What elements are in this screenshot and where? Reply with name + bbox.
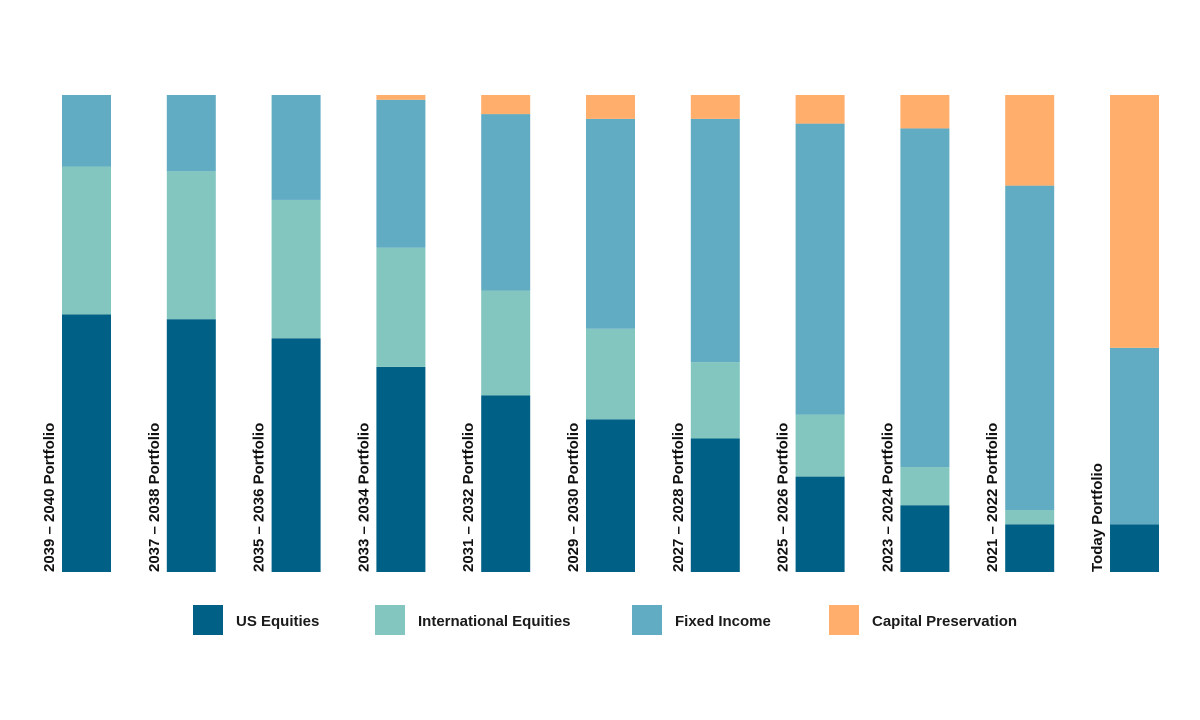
bars-group xyxy=(62,95,1159,572)
legend-label-capital-preservation: Capital Preservation xyxy=(872,613,1017,630)
category-label-10: 2021 – 2022 Portfolio xyxy=(984,423,1001,572)
category-label-8: 2025 – 2026 Portfolio xyxy=(775,423,792,572)
bar-segment-us-equities-3 xyxy=(271,338,321,572)
category-label-5: 2031 – 2032 Portfolio xyxy=(460,423,477,572)
category-label-4: 2033 – 2034 Portfolio xyxy=(355,423,372,572)
bar-segment-fixed-income-7 xyxy=(690,118,740,363)
bar-segment-fixed-income-3 xyxy=(271,95,321,200)
bar-segment-us-equities-8 xyxy=(795,476,845,572)
bar-segment-capital-preservation-9 xyxy=(900,95,950,129)
bar-segment-fixed-income-1 xyxy=(62,95,111,167)
category-label-11: Today Portfolio xyxy=(1089,463,1106,572)
bar-segment-international-equities-5 xyxy=(481,290,531,396)
category-label-7: 2027 – 2028 Portfolio xyxy=(670,423,687,572)
bar-segment-us-equities-4 xyxy=(376,366,426,572)
bar-segment-capital-preservation-5 xyxy=(481,95,531,115)
bar-segment-international-equities-10 xyxy=(1005,509,1055,525)
bar-segment-us-equities-11 xyxy=(1110,524,1159,572)
bar-segment-international-equities-8 xyxy=(795,414,845,477)
bar-segment-us-equities-5 xyxy=(481,395,531,572)
bar-segment-fixed-income-6 xyxy=(586,118,635,329)
bar-segment-capital-preservation-4 xyxy=(376,95,426,100)
legend-label-international-equities: International Equities xyxy=(418,613,571,630)
bar-segment-international-equities-4 xyxy=(376,247,426,367)
bar-segment-fixed-income-9 xyxy=(900,128,950,468)
bar-segment-capital-preservation-11 xyxy=(1110,95,1159,348)
category-label-3: 2035 – 2036 Portfolio xyxy=(251,423,268,572)
bar-segment-international-equities-9 xyxy=(900,467,950,506)
bar-segment-capital-preservation-6 xyxy=(586,95,635,119)
bar-segment-capital-preservation-10 xyxy=(1005,95,1055,186)
legend-swatch-capital-preservation xyxy=(829,605,859,635)
legend: US Equities International Equities Fixed I… xyxy=(193,605,1017,635)
category-label-9: 2023 – 2024 Portfolio xyxy=(879,423,896,572)
category-label-2: 2037 – 2038 Portfolio xyxy=(146,423,163,572)
legend-label-fixed-income: Fixed Income xyxy=(675,613,771,630)
bar-segment-international-equities-7 xyxy=(690,362,740,439)
legend-swatch-us-equities xyxy=(193,605,223,635)
bar-segment-fixed-income-4 xyxy=(376,99,426,248)
category-label-1: 2039 – 2040 Portfolio xyxy=(41,423,58,572)
bar-segment-fixed-income-10 xyxy=(1005,185,1055,510)
bar-segment-us-equities-2 xyxy=(166,319,216,572)
bar-segment-international-equities-6 xyxy=(586,328,635,420)
legend-label-us-equities: US Equities xyxy=(236,613,319,630)
legend-swatch-fixed-income xyxy=(632,605,662,635)
bar-segment-international-equities-2 xyxy=(166,171,216,320)
bar-segment-fixed-income-11 xyxy=(1110,347,1159,525)
bar-segment-us-equities-10 xyxy=(1005,524,1055,572)
bar-segment-capital-preservation-7 xyxy=(690,95,740,119)
bar-segment-international-equities-1 xyxy=(62,166,111,315)
bar-segment-us-equities-9 xyxy=(900,505,950,572)
bar-segment-international-equities-3 xyxy=(271,199,321,339)
bar-segment-capital-preservation-8 xyxy=(795,95,845,124)
bar-segment-us-equities-1 xyxy=(62,314,111,572)
bar-segment-fixed-income-2 xyxy=(166,95,216,172)
legend-swatch-international-equities xyxy=(375,605,405,635)
bar-segment-fixed-income-5 xyxy=(481,114,531,291)
category-labels: 2039 – 2040 Portfolio 2037 – 2038 Portfol… xyxy=(41,423,1106,572)
bar-segment-us-equities-6 xyxy=(586,419,635,572)
category-label-6: 2029 – 2030 Portfolio xyxy=(565,423,582,572)
bar-segment-us-equities-7 xyxy=(690,438,740,572)
bar-segment-fixed-income-8 xyxy=(795,123,845,415)
